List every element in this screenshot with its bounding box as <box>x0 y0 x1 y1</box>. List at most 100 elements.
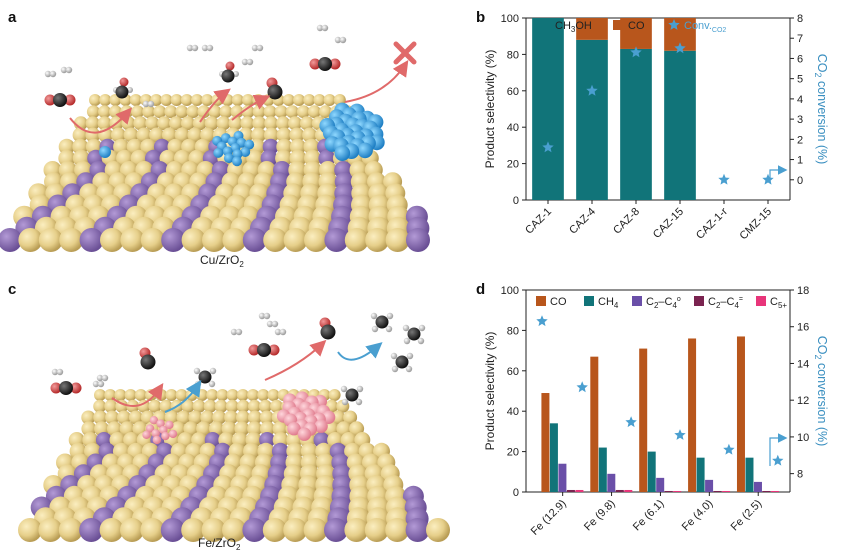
carbon-atom <box>407 327 421 341</box>
oxygen-atom <box>329 58 341 70</box>
bar-c2-c4-paraffins <box>558 463 567 492</box>
o-atom <box>181 399 195 413</box>
o-atom <box>160 94 173 106</box>
bar-c2-c4-paraffins <box>656 477 665 492</box>
oxygen-atom <box>119 77 129 87</box>
y2-tick-label: 16 <box>797 322 809 334</box>
legend-label-conversion: Conv.CO2 <box>684 20 726 34</box>
bar-co <box>736 336 745 492</box>
o-atom <box>328 389 341 401</box>
hydrogen-atom <box>402 324 410 332</box>
cluster-atom <box>223 153 234 164</box>
cluster-atom <box>232 149 243 160</box>
bar-ch4 <box>647 451 656 492</box>
axis-pointer-arrow <box>769 433 788 466</box>
x-tick-label: Fe (9.8) <box>582 498 618 534</box>
x-tick-label: CAZ-4 <box>567 206 598 237</box>
oxygen-atom <box>225 61 235 71</box>
o-atom <box>192 399 206 413</box>
o-atom <box>200 127 216 143</box>
carbon-atom <box>375 315 389 329</box>
o-atom <box>259 410 274 425</box>
o-atom <box>296 105 310 119</box>
hydrogen-atom <box>279 328 287 336</box>
o-atom <box>231 94 244 106</box>
co2-molecule <box>44 93 76 107</box>
o-atom <box>344 228 369 252</box>
hydrogen-atom <box>266 320 274 328</box>
hydrogen-atom <box>403 337 411 345</box>
y-tick-label: 40 <box>507 122 519 134</box>
o-atom <box>201 518 226 542</box>
reaction-arrow <box>337 342 383 361</box>
conversion-star <box>586 84 598 96</box>
legend-star-conversion <box>668 19 680 30</box>
o-atom <box>263 228 288 252</box>
y2-tick-label: 6 <box>797 53 803 65</box>
o-atom <box>176 410 191 425</box>
oxygen-atom <box>44 94 56 106</box>
hydrogen-atom <box>49 70 57 78</box>
o-atom <box>307 105 321 119</box>
hydrogen-atom <box>101 374 109 382</box>
y-tick-label: 20 <box>507 159 519 171</box>
o-atom <box>224 410 239 425</box>
zr-atom <box>242 518 267 542</box>
o-atom <box>38 228 63 252</box>
panel-c-caption: Fe/ZrO2 <box>198 536 241 552</box>
hydrogen-atom <box>271 320 279 328</box>
methane-molecule <box>340 385 364 406</box>
y-tick-label: 20 <box>507 447 519 459</box>
o-atom <box>226 389 239 401</box>
x-tick-label: CAZ-1-r <box>694 205 730 241</box>
oxygen-atom <box>50 382 62 394</box>
hydrogen-atom <box>206 44 214 52</box>
panel-label-b: b <box>476 9 485 26</box>
reaction-arrow <box>231 94 271 121</box>
hydrogen-atom <box>201 44 209 52</box>
zr-atom <box>0 228 22 252</box>
o-atom <box>137 399 151 413</box>
axis-pointer-arrow <box>769 165 788 182</box>
bar-co <box>620 18 652 49</box>
o-atom <box>236 389 249 401</box>
cluster-atom <box>232 156 242 167</box>
o-atom <box>283 228 308 252</box>
o-atom <box>219 105 233 119</box>
bar-ch3oh <box>576 39 608 201</box>
h2-molecule <box>201 44 214 52</box>
x-tick-label: Fe (6.1) <box>631 498 667 534</box>
x-tick-label: Fe (4.0) <box>680 498 716 534</box>
y2-tick-label: 8 <box>797 13 803 25</box>
hydrogen-atom <box>193 367 201 375</box>
co2-molecule <box>248 343 280 357</box>
fe-cluster-large <box>276 391 336 441</box>
cluster-atom <box>168 429 178 439</box>
o-atom <box>180 94 193 106</box>
o-atom <box>331 410 346 425</box>
legend-swatch <box>584 296 594 306</box>
bar-c5- <box>575 489 584 492</box>
hydrogen-atom <box>258 312 266 320</box>
hydrogen-atom <box>370 312 378 320</box>
cluster-atom <box>156 419 165 428</box>
o-atom <box>270 399 283 413</box>
h2-molecule <box>266 320 279 328</box>
o-atom <box>303 94 316 106</box>
y2-tick-label: 18 <box>797 285 809 297</box>
y-tick-label: 40 <box>507 406 519 418</box>
bar-c2-c4-paraffins <box>753 481 762 492</box>
o-atom <box>222 228 247 252</box>
bar-ch4 <box>745 457 754 492</box>
o-atom <box>289 127 305 143</box>
hydrogen-atom <box>97 380 105 388</box>
oxygen-atom <box>70 382 82 394</box>
h2-molecule <box>186 44 199 52</box>
o-atom <box>241 105 255 119</box>
fe-cluster-small <box>142 416 178 445</box>
y-axis-label: Product selectivity (%) <box>483 50 497 169</box>
bar-c5- <box>770 490 779 492</box>
o-atom <box>214 399 228 413</box>
y2-axis-label: CO2 conversion (%) <box>813 54 829 165</box>
